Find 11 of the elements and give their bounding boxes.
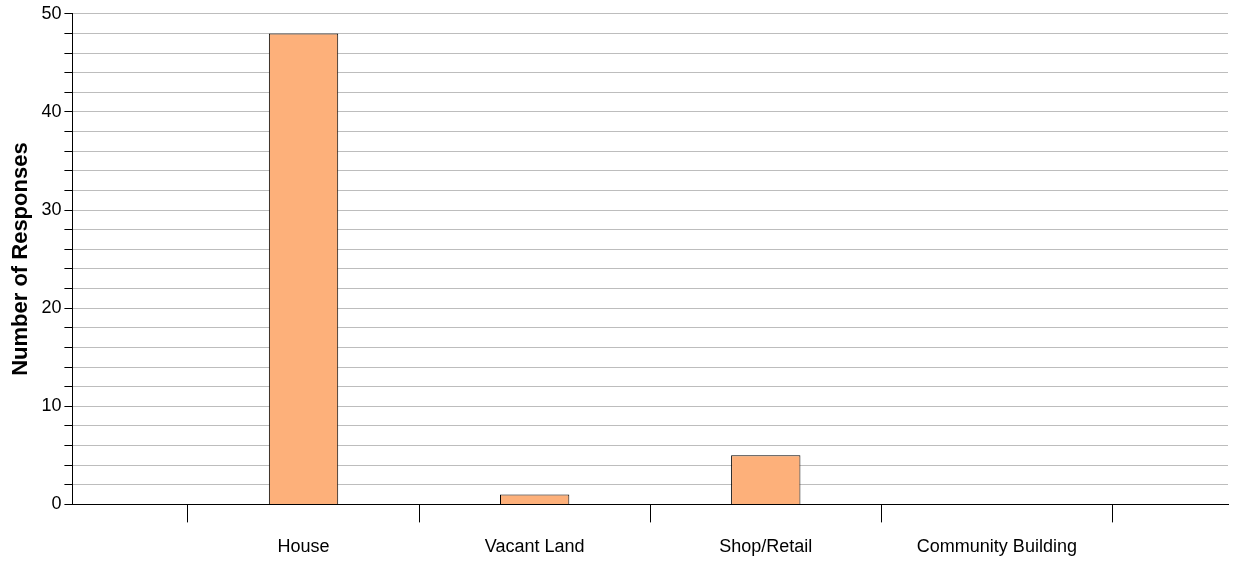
x-tick-label: Shop/Retail (719, 536, 813, 557)
x-tick-label: Vacant Land (484, 536, 585, 557)
y-tick-label: 40 (41, 100, 62, 121)
y-tick-label: 30 (41, 199, 62, 220)
y-tick-label: 10 (41, 395, 62, 416)
y-tick-label: 20 (41, 297, 62, 318)
y-axis-title: Number of Responses (7, 142, 33, 376)
y-tick-label: 0 (51, 493, 62, 514)
y-tick-label: 50 (41, 2, 62, 23)
x-tick-label: House (277, 536, 330, 557)
x-tick-label: Community Building (916, 536, 1077, 557)
